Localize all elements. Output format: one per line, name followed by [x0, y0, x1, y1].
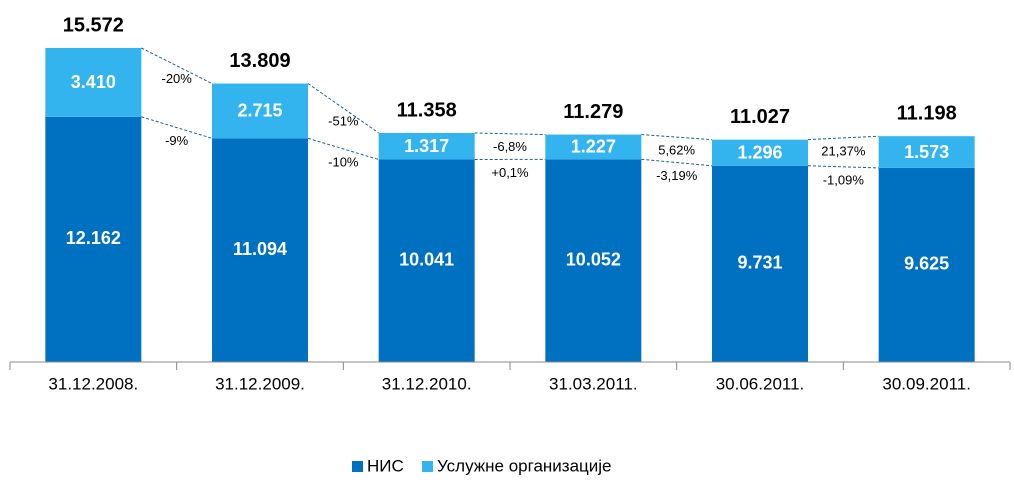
- connector: [307, 137, 379, 161]
- change-label: -3,19%: [656, 168, 698, 183]
- total-label: 11.279: [563, 101, 623, 123]
- bar-segment: [378, 132, 475, 160]
- legend-label: Услужне организације: [437, 456, 612, 475]
- bar-segment: [712, 165, 808, 362]
- change-label: -1,09%: [823, 172, 865, 187]
- total-label: 15.572: [63, 14, 124, 36]
- category-label: 31.12.2010.: [382, 374, 472, 393]
- value-label: 1.296: [737, 142, 782, 162]
- connector: [641, 158, 713, 167]
- value-label: 12.162: [66, 228, 121, 248]
- value-label: 3.410: [71, 72, 116, 92]
- total-label: 11.198: [897, 102, 957, 124]
- bar-segment: [545, 159, 642, 362]
- change-label: -51%: [328, 114, 359, 129]
- category-label: 30.09.2011.: [882, 374, 971, 393]
- value-label: 2.715: [237, 101, 282, 121]
- value-label: 1.573: [904, 142, 949, 162]
- total-label: 13.809: [229, 50, 290, 72]
- change-label: -20%: [161, 71, 192, 86]
- bar-segment: [878, 167, 975, 362]
- legend-swatch: [352, 461, 363, 472]
- category-label: 31.03.2011.: [549, 374, 638, 393]
- bar-segment: [212, 83, 308, 139]
- legend-label: НИС: [367, 456, 404, 475]
- connector: [141, 47, 213, 84]
- change-label: 5,62%: [658, 143, 695, 158]
- bar-segment: [212, 138, 308, 362]
- connector: [807, 135, 879, 141]
- bar-segment: [378, 159, 475, 362]
- connector: [641, 134, 713, 141]
- category-label: 30.06.2011.: [716, 374, 805, 393]
- total-label: 11.358: [397, 99, 457, 121]
- value-label: 11.094: [233, 239, 287, 259]
- connector: [307, 83, 379, 134]
- value-label: 1.227: [571, 137, 616, 157]
- connector: [474, 132, 546, 136]
- value-label: 1.317: [404, 136, 449, 156]
- value-label: 9.731: [737, 253, 782, 273]
- bar-segment: [45, 116, 142, 363]
- bar-segment: [45, 48, 142, 117]
- bar-segment: [712, 139, 808, 166]
- value-label: 10.041: [399, 250, 454, 270]
- connector: [141, 116, 213, 139]
- bar-segment: [878, 136, 975, 168]
- value-label: 9.625: [904, 254, 949, 274]
- legend-swatch: [422, 461, 433, 472]
- category-label: 31.12.2008.: [48, 374, 138, 393]
- value-label: 10.052: [566, 249, 621, 269]
- change-label: -9%: [165, 133, 189, 148]
- connector: [807, 165, 879, 169]
- category-label: 31.12.2009.: [215, 374, 305, 393]
- bar-segment: [545, 134, 642, 160]
- change-label: -6,8%: [493, 139, 527, 154]
- change-label: -10%: [328, 154, 359, 169]
- change-label: +0,1%: [491, 165, 529, 180]
- change-label: 21,37%: [821, 143, 866, 158]
- total-label: 11.027: [730, 106, 790, 128]
